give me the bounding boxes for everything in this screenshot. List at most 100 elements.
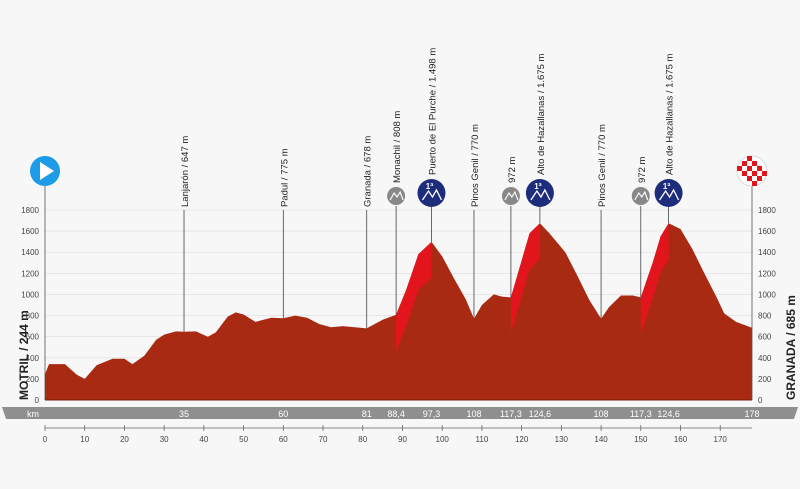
x-tick-label: 70	[319, 435, 328, 444]
mountain-category: 1ª	[534, 182, 541, 191]
y-tick-label-right: 1800	[758, 206, 776, 215]
profile-area	[45, 223, 752, 401]
waypoint-label: Padul / 775 m	[279, 148, 290, 207]
mountain-icon: 1ª	[525, 179, 554, 207]
y-tick-label-right: 1000	[758, 290, 776, 299]
x-axis: 0 10 20 30 40 50 60 70 80 90 100 110 120 130 140 150 160…	[43, 425, 752, 444]
mountain-category: 1ª	[663, 182, 670, 191]
x-tick-label: 40	[199, 435, 208, 444]
km-bar-value: 60	[278, 409, 288, 419]
sprint-icon-peaks	[389, 190, 404, 201]
waypoint-label: Monachil / 808 m	[392, 111, 403, 183]
km-bar-value: 108	[466, 409, 481, 419]
finish-check	[747, 156, 752, 161]
finish-check	[747, 176, 752, 181]
km-bar-value: 178	[744, 409, 759, 419]
finish-check	[757, 166, 762, 171]
x-tick-label: 130	[555, 435, 569, 444]
finish-check	[747, 166, 752, 171]
x-tick-label: 0	[43, 435, 48, 444]
waypoint-label: 972 m	[507, 157, 518, 183]
km-bar-strip	[2, 407, 798, 419]
x-tick-label: 100	[436, 435, 450, 444]
km-bar-value: 124,6	[657, 409, 680, 419]
y-tick-label-left: 400	[26, 354, 40, 363]
km-bar-value: 97,3	[423, 409, 441, 419]
km-bar-value: 35	[179, 409, 189, 419]
x-tick-label: 140	[594, 435, 608, 444]
sprint-icon	[631, 187, 650, 205]
mountain-icon-peaks	[421, 188, 443, 201]
km-bar-value: 117,3	[630, 409, 652, 419]
km-bar-value: 117,3	[500, 409, 522, 419]
mountain-icon-disc	[417, 179, 446, 207]
y-tick-label-left: 800	[26, 312, 40, 321]
waypoint-label: Lanjarón / 647 m	[180, 136, 191, 207]
waypoint-label: Pinos Genil / 770 m	[470, 124, 481, 207]
x-tick-label: 20	[120, 435, 129, 444]
finish-check	[752, 181, 757, 186]
y-tick-label-left: 200	[26, 375, 40, 384]
climb-band	[396, 241, 432, 351]
y-tick-label-left: 1200	[21, 269, 39, 278]
km-bar-value: 124,6	[529, 409, 552, 419]
waypoint-label: Pinos Genil / 770 m	[597, 124, 608, 207]
y-axis-left: 0 200 400 600 800 1000 1200 1400 1600 1800	[21, 206, 39, 405]
start-label: MOTRIL / 244 m	[17, 310, 31, 400]
sprint-icon	[387, 187, 406, 205]
x-tick-label: 50	[239, 435, 248, 444]
y-tick-label-right: 400	[758, 354, 772, 363]
finish-label: GRANADA / 685 m	[784, 295, 798, 400]
climb-band	[510, 223, 540, 334]
sprint-icon	[501, 187, 520, 205]
y-tick-label-left: 1600	[21, 227, 39, 236]
km-bar-label: km	[27, 409, 39, 419]
km-bar: km 35 60 81 88,4 97,3 108 117,3 124,6 108 117,3 124…	[2, 407, 798, 419]
km-bar-value: 88,4	[387, 409, 405, 419]
mountain-icon: 1ª	[654, 179, 683, 207]
sprint-icon-peaks	[504, 190, 519, 201]
y-tick-label-right: 1400	[758, 248, 776, 257]
finish-check	[752, 171, 757, 176]
y-tick-label-right: 600	[758, 333, 772, 342]
x-tick-label: 170	[714, 435, 728, 444]
x-tick-label: 160	[674, 435, 688, 444]
waypoint-label: 972 m	[637, 157, 648, 183]
finish-check	[752, 161, 757, 166]
x-tick-label: 60	[279, 435, 288, 444]
waypoint-label: Puerto de El Purche / 1.498 m	[427, 48, 438, 175]
climb-band	[640, 223, 669, 334]
mountain-category: 1ª	[426, 182, 433, 191]
km-bar-value: 81	[362, 409, 372, 419]
finish-check	[742, 161, 747, 166]
y-axis-right: 0 200 400 600 800 1000 1200 1400 1600 1800	[758, 206, 776, 405]
y-tick-label-right: 1200	[758, 269, 776, 278]
finish-check	[757, 176, 762, 181]
mountain-icon-peaks	[530, 188, 551, 201]
y-tick-label-right: 0	[758, 396, 763, 405]
waypoints: Lanjarón / 647 m Padul / 775 m Granada / 6…	[180, 48, 768, 400]
x-tick-label: 90	[398, 435, 407, 444]
y-tick-label-right: 1600	[758, 227, 776, 236]
start-icon	[30, 156, 60, 186]
mountain-icon-disc	[525, 179, 554, 207]
mountain-icon-disc	[654, 179, 683, 207]
y-tick-label-right: 800	[758, 312, 772, 321]
y-tick-label-left: 600	[26, 333, 40, 342]
x-tick-label: 110	[476, 435, 489, 444]
y-tick-label-left: 1000	[21, 290, 39, 299]
x-tick-label: 10	[80, 435, 89, 444]
x-tick-label: 120	[515, 435, 529, 444]
finish-check	[742, 171, 747, 176]
x-tick-label: 150	[634, 435, 648, 444]
waypoint-label: Alto de Hazallanas / 1.675 m	[536, 53, 547, 175]
x-tick-label: 80	[358, 435, 367, 444]
km-bar-value: 108	[594, 409, 609, 419]
y-tick-label-left: 1800	[21, 206, 39, 215]
waypoint-label: Alto de Hazallanas / 1.675 m	[665, 53, 676, 175]
sprint-icon-peaks	[634, 190, 649, 201]
mountain-icon: 1ª	[417, 179, 446, 207]
y-tick-label-left: 1400	[21, 248, 39, 257]
